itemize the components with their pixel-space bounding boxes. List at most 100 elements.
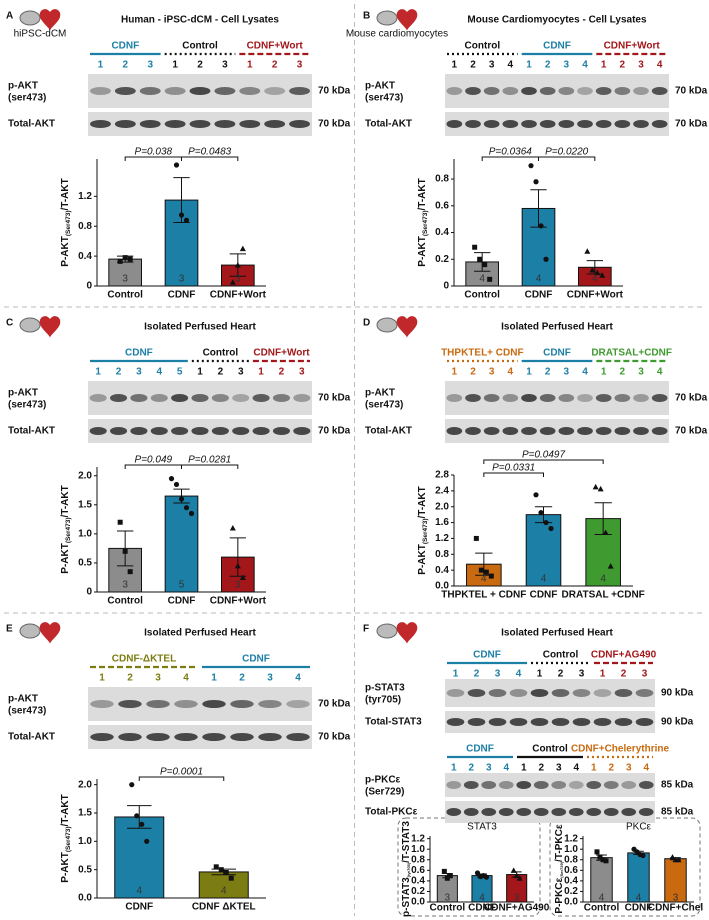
blot [445,801,655,823]
p-value: P=0.0220 [545,147,589,158]
y-tick-label: 0.8 [411,854,425,865]
row-sublabel: (ser473) [8,706,46,717]
data-point [229,525,236,531]
y-tick-label: 0.6 [435,200,449,211]
lane-label: 2 [545,60,551,71]
band [621,808,637,816]
lane-label: 3 [147,60,153,71]
band [521,87,537,95]
band [551,689,570,697]
band [258,733,282,741]
kda-label: 90 kDa [661,688,694,699]
y-tick-label: 0.5 [78,864,92,875]
n-label: 4 [481,574,487,585]
band [89,427,107,435]
group-label: CDNF+AG490 [591,650,657,661]
y-tick-label: 0 [86,587,92,598]
lane-label: 2 [239,673,245,684]
group-label: CDNF+Wort [247,41,304,52]
row-label: p-AKT [365,81,395,92]
data-point [597,485,604,492]
lane-label: 1 [601,367,607,378]
comparison-bracket [181,156,239,161]
band [258,700,282,708]
band [189,87,211,95]
y-tick-label: 0.4 [564,876,578,887]
band [139,120,161,128]
y-tick-label: 0.8 [435,549,449,560]
data-point [239,245,246,252]
band [539,87,556,95]
data-point [597,854,603,860]
band [595,394,612,402]
band [502,427,519,435]
band [551,808,567,816]
y-tick-label: 1.0 [564,844,578,855]
y-tick-label: 0.0 [78,893,92,904]
band [586,808,602,816]
band [465,120,481,128]
lane-label: 2 [123,60,129,71]
icon [396,9,418,31]
y-tick-label: 0 [443,281,449,292]
band [603,808,619,816]
band [551,781,567,789]
band [539,120,556,128]
y-tick-label: 1.5 [78,808,92,819]
data-point [173,481,180,488]
band [521,427,537,435]
y-tick-label: 0.5 [78,558,92,569]
y-axis-label-part: (Ser473) [65,211,72,237]
lane-label: 4 [643,763,649,774]
kda-label: 70 kDa [318,732,351,743]
y-tick-label: 1.0 [78,529,92,540]
band [232,427,250,435]
lane-label: 4 [573,763,579,774]
icon [396,622,418,644]
band [651,394,668,402]
data-point [599,272,606,278]
band [635,689,654,697]
panel-letter: A [6,11,13,22]
y-axis-label: P-AKT(Ser473)/T-AKT [60,794,73,882]
band [174,733,198,741]
band [502,87,519,95]
band [289,120,311,128]
x-tick-label: CDNF+AG490 [484,903,550,914]
lane-label: 4 [503,763,509,774]
data-point [533,179,539,185]
band [467,718,486,726]
row-sublabel: (Ser729) [365,787,404,798]
y-axis-label: P-AKT(Ser473)/T-AKT [60,178,73,266]
lane-label: 3 [564,367,570,378]
band [289,87,311,95]
error-bar [116,530,134,567]
y-axis-label-part: (tyr705) [406,862,411,877]
data-point [127,256,133,262]
y-tick-label: 0.6 [411,865,425,876]
x-tick-label: Control [107,290,143,301]
lane-label: 2 [272,60,278,71]
icon-label: hiPSC-dCM [14,29,67,40]
y-axis-label-part: (Ser473) [65,518,72,544]
band [211,394,229,402]
data-point [213,864,219,870]
group-label: Control [543,650,579,661]
band [239,120,261,128]
band [463,808,479,816]
y-tick-label: 0.2 [411,886,425,897]
band [189,120,211,128]
y-tick-label: 2.0 [78,470,92,481]
lane-label: 3 [638,367,644,378]
lane-label: 2 [470,367,476,378]
band [114,120,136,128]
band [171,427,189,435]
y-axis-label-part: /T-AKT [417,486,428,518]
group-label: Control [182,41,218,52]
n-label: 4 [536,274,542,285]
blot [445,112,669,136]
kda-label: 70 kDa [318,699,351,710]
data-point [444,875,450,881]
row-label: Total-AKT [365,119,412,130]
